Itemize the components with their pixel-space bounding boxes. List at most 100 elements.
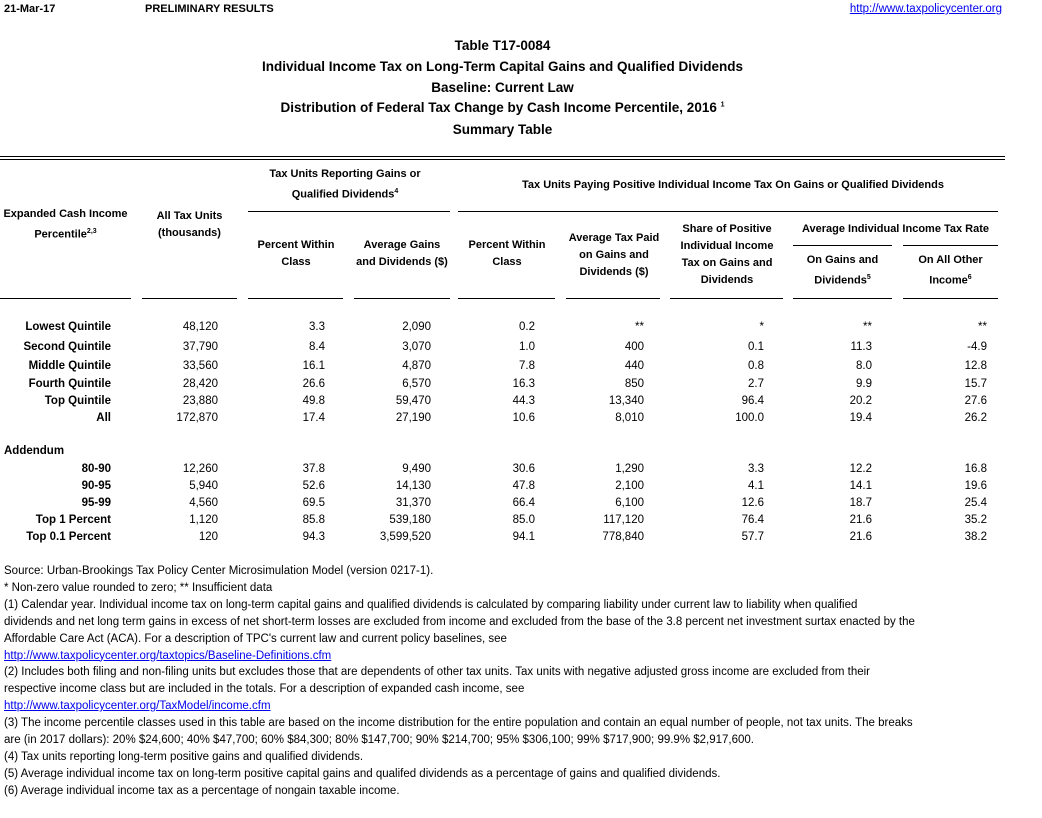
- table-cell: 35.2: [964, 514, 987, 526]
- table-cell: **: [863, 321, 872, 333]
- table-title: Individual Income Tax on Long-Term Capit…: [261, 59, 744, 74]
- header-text: On All Other Income6: [903, 252, 998, 290]
- table-cell: 47.8: [512, 480, 535, 492]
- footnote-ref: 4: [394, 188, 399, 196]
- table-cell: 8,010: [615, 412, 644, 424]
- report-date: 21-Mar-17: [4, 3, 56, 15]
- footnote-line: * Non-zero value rounded to zero; ** Ins…: [4, 581, 273, 594]
- table-cell: 30.6: [512, 463, 535, 475]
- divider: [903, 245, 998, 246]
- table-cell: 17.4: [302, 412, 325, 424]
- header-g1-percent: Percent Within Class: [257, 239, 335, 268]
- header-label: On Gains and Dividends: [806, 254, 879, 287]
- table-cell: 4,870: [402, 360, 431, 372]
- divider: [142, 298, 237, 299]
- header-g2-share: Share of Positive Individual Income Tax …: [680, 223, 774, 286]
- table-cell: 37,790: [182, 341, 218, 353]
- table-cell: 66.4: [512, 497, 535, 509]
- header-group-paying: Tax Units Paying Positive Individual Inc…: [522, 178, 944, 191]
- table-cell: 3.3: [309, 321, 325, 333]
- table-cell: 9.9: [856, 378, 872, 390]
- header-text: On Gains and Dividends5: [793, 252, 892, 290]
- divider: [458, 298, 555, 299]
- footnote-line: are (in 2017 dollars): 20% $24,600; 40% …: [4, 734, 755, 746]
- divider: [566, 298, 660, 299]
- table-cell: 3.3: [748, 463, 764, 475]
- table-cell: 37.8: [302, 463, 325, 475]
- table-cell: 94.3: [302, 531, 325, 543]
- table-cell: 2,100: [615, 480, 644, 492]
- table-cell: 12.8: [964, 360, 987, 372]
- footnote-line: (5) Average individual income tax on lon…: [4, 767, 721, 780]
- table-cell: 850: [624, 378, 644, 390]
- table-cell: 1,120: [189, 514, 218, 526]
- table-cell: 21.6: [849, 514, 872, 526]
- row-label: 95-99: [81, 497, 111, 509]
- table-cell: 11.3: [850, 341, 872, 353]
- table-cell: 10.6: [512, 412, 535, 424]
- table-cell: 16.1: [302, 360, 325, 372]
- table-cell: 27.6: [964, 395, 987, 407]
- divider: [458, 211, 998, 212]
- table-cell: 4,560: [189, 497, 218, 509]
- divider: [670, 298, 783, 299]
- tpc-link[interactable]: http://www.taxpolicycenter.org: [849, 3, 1002, 15]
- table-cell: 2.7: [748, 378, 764, 390]
- table-cell: 57.7: [741, 531, 764, 543]
- row-label: 80-90: [81, 463, 111, 475]
- table-cell: 7.8: [519, 360, 535, 372]
- table-cell: 0.1: [748, 341, 764, 353]
- row-label: Lowest Quintile: [25, 321, 111, 333]
- table-cell: 0.8: [748, 360, 764, 372]
- header-rate-group: Average Individual Income Tax Rate: [801, 222, 990, 235]
- table-cell: 21.6: [849, 531, 872, 543]
- footnote-line: (6) Average individual income tax as a p…: [4, 784, 400, 797]
- baseline-title: Baseline: Current Law: [431, 80, 574, 95]
- table-cell: 5,940: [189, 480, 218, 492]
- table-cell: 14,130: [395, 480, 431, 492]
- table-cell: 6,570: [402, 378, 431, 390]
- divider: [0, 156, 1005, 157]
- table-cell: 12,260: [182, 463, 218, 475]
- row-label: Top Quintile: [44, 395, 111, 407]
- table-cell: **: [635, 321, 644, 333]
- row-label: Top 1 Percent: [35, 514, 111, 526]
- footnote-line: dividends and net long term gains in exc…: [4, 615, 915, 628]
- footnote-link[interactable]: http://www.taxpolicycenter.org/taxtopics…: [4, 649, 332, 662]
- table-cell: 12.2: [849, 463, 872, 475]
- footnote-line: (3) The income percentile classes used i…: [4, 717, 913, 730]
- table-cell: 16.8: [964, 463, 987, 475]
- header-g2-avg-tax: Average Tax Paid on Gains and Dividends …: [568, 231, 660, 278]
- table-cell: 19.6: [964, 480, 987, 492]
- table-cell: 6,100: [615, 497, 644, 509]
- row-label: Middle Quintile: [28, 360, 111, 372]
- header-percentile: Expanded Cash Income Percentile2,3: [0, 200, 131, 250]
- table-cell: 44.3: [512, 395, 535, 407]
- table-cell: 38.2: [964, 531, 987, 543]
- table-cell: 12.6: [741, 497, 764, 509]
- table-cell: 48,120: [182, 321, 218, 333]
- header-label: Tax Units Reporting Gains or Qualified D…: [269, 168, 421, 201]
- table-cell: 539,180: [389, 514, 431, 526]
- table-cell: **: [978, 321, 987, 333]
- divider: [248, 211, 450, 212]
- footnote-line: (4) Tax units reporting long-term positi…: [4, 750, 364, 763]
- row-label: Top 0.1 Percent: [26, 531, 111, 543]
- table-cell: *: [759, 321, 764, 333]
- distribution-title-text: Distribution of Federal Tax Change by Ca…: [280, 100, 717, 115]
- table-cell: 172,870: [176, 412, 218, 424]
- footnote-line: respective income class but are included…: [4, 683, 525, 696]
- footnote-link[interactable]: http://www.taxpolicycenter.org/TaxModel/…: [4, 700, 271, 713]
- header-rate-gains: On Gains and Dividends5: [793, 253, 892, 289]
- table-cell: 1.0: [519, 341, 535, 353]
- table-cell: 15.7: [964, 378, 987, 390]
- divider: [0, 159, 1005, 160]
- table-cell: 28,420: [182, 378, 218, 390]
- table-cell: 19.4: [849, 412, 872, 424]
- table-cell: 8.4: [309, 341, 325, 353]
- distribution-title: Distribution of Federal Tax Change by Ca…: [0, 100, 1005, 115]
- table-cell: 0.2: [519, 321, 535, 333]
- footnote-ref: 2,3: [86, 228, 97, 236]
- row-label: Second Quintile: [23, 341, 111, 353]
- table-cell: 20.2: [849, 395, 872, 407]
